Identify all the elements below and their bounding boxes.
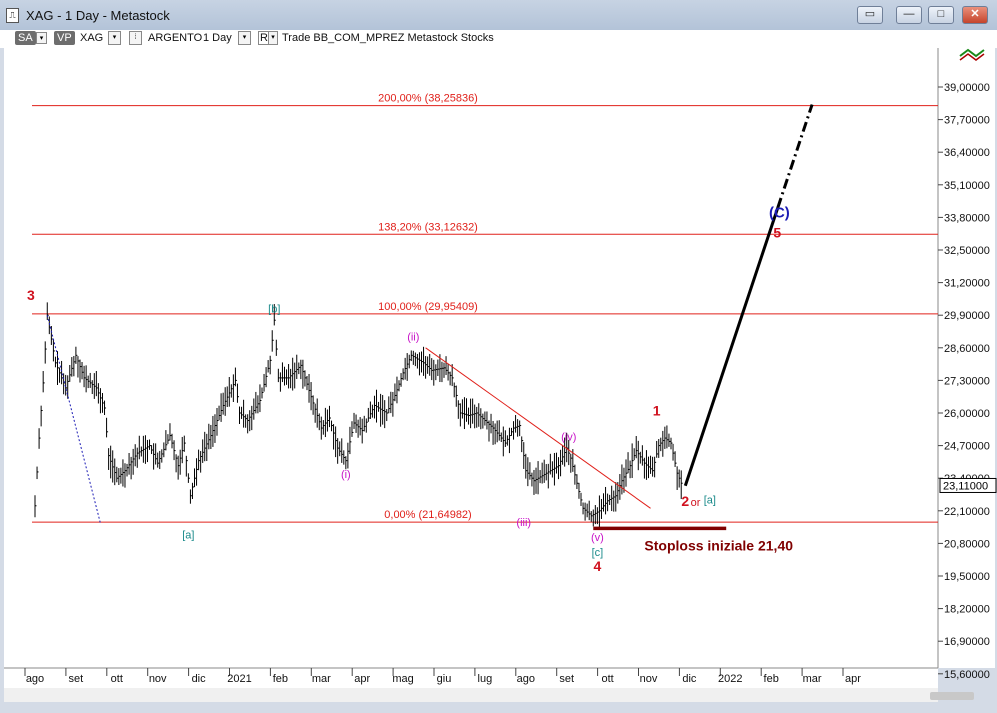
time-axis-panel [4, 668, 938, 688]
chart-svg[interactable]: 200,00% (38,25836) 138,20% (33,12632) 100,… [0, 48, 997, 708]
period-label: 1 Day [203, 32, 232, 44]
symbol-dropdown-icon[interactable]: ▾ [108, 31, 121, 45]
x-tick-label-6: feb [273, 673, 288, 685]
wave-label-3: (i) [341, 469, 351, 481]
y-tick-label-15: 19,50000 [944, 571, 990, 583]
wave-label-0: 3 [27, 287, 35, 303]
y-tick-label-18: 15,60000 [944, 669, 990, 681]
sa-dropdown-icon[interactable]: ▾ [36, 32, 47, 44]
x-tick-label-20: apr [845, 673, 861, 685]
close-icon[interactable]: ✕ [962, 6, 988, 24]
y-tick-label-17: 16,90000 [944, 636, 990, 648]
x-tick-label-5: 2021 [227, 673, 251, 685]
stoploss-label: Stoploss iniziale 21,40 [644, 537, 793, 553]
security-name: ARGENTO [148, 32, 203, 44]
minimize-icon[interactable]: — [896, 6, 922, 24]
maximize-icon[interactable]: □ [928, 6, 954, 24]
wave-label-7: (v) [591, 532, 604, 544]
toolbox-icon[interactable] [959, 48, 985, 61]
indicator-dropdown-icon[interactable]: ⁞ [129, 31, 142, 45]
last-price-box [939, 477, 997, 493]
title-bar: ⎍ XAG - 1 Day - Metastock ▭ — □ ✕ [0, 0, 997, 31]
y-tick-label-5: 32,50000 [944, 245, 990, 257]
fib-label-3: 0,00% (21,64982) [384, 509, 471, 521]
wave-label-9: 4 [593, 558, 601, 574]
chart-toolbar: SA ▾ VP XAG ▾ ⁞ ARGENTO 1 Day ▾ R ▾ Trad… [0, 30, 997, 48]
x-tick-label-19: mar [803, 673, 822, 685]
wave-label-12: or [691, 497, 701, 509]
x-tick-label-13: set [559, 673, 574, 685]
price-axis-panel [938, 48, 995, 668]
x-tick-label-15: nov [640, 673, 658, 685]
wave-label-1: [a] [182, 529, 194, 541]
wave-label-2: [b] [268, 304, 280, 316]
window-title: XAG - 1 Day - Metastock [26, 8, 170, 23]
last-price-label: 23,11000 [943, 480, 988, 492]
y-tick-label-13: 22,10000 [944, 506, 990, 518]
x-tick-label-4: dic [192, 673, 207, 685]
wave-label-6: (iv) [561, 432, 576, 444]
y-tick-label-0: 39,00000 [944, 82, 990, 94]
y-tick-label-10: 26,00000 [944, 408, 990, 420]
y-tick-label-9: 27,30000 [944, 375, 990, 387]
symbol-label: XAG [80, 32, 104, 44]
x-tick-label-12: ago [517, 673, 535, 685]
projection-dashed [776, 104, 814, 208]
x-tick-label-0: ago [26, 673, 44, 685]
chart-area[interactable]: 200,00% (38,25836) 138,20% (33,12632) 100,… [0, 48, 997, 708]
x-tick-label-9: mag [392, 673, 413, 685]
y-tick-label-3: 35,10000 [944, 180, 990, 192]
x-tick-label-1: set [69, 673, 84, 685]
wave-label-11: 2 [681, 493, 689, 509]
x-tick-label-7: mar [312, 673, 331, 685]
wave-label-14: (C) [769, 204, 790, 221]
restore-icon[interactable]: ▭ [857, 6, 883, 24]
wave-label-13: [a] [704, 494, 716, 506]
vp-button[interactable]: VP [54, 31, 75, 45]
r-dropdown-icon[interactable]: ▾ [268, 31, 278, 45]
x-tick-label-14: ott [601, 673, 613, 685]
app-icon: ⎍ [6, 8, 19, 23]
y-tick-label-11: 24,70000 [944, 441, 990, 453]
fib-label-2: 100,00% (29,95409) [378, 301, 478, 313]
x-tick-label-17: 2022 [718, 673, 742, 685]
wave-label-8: [c] [592, 547, 604, 559]
horizontal-scrollbar[interactable] [4, 688, 938, 702]
scrollbar-thumb[interactable] [930, 692, 974, 700]
x-tick-label-2: ott [111, 673, 123, 685]
x-tick-label-11: lug [478, 673, 493, 685]
x-tick-label-8: apr [354, 673, 370, 685]
plot-background [4, 48, 938, 668]
y-tick-label-8: 28,60000 [944, 343, 990, 355]
y-tick-label-6: 31,20000 [944, 278, 990, 290]
sa-button[interactable]: SA [15, 31, 36, 45]
x-tick-label-3: nov [149, 673, 167, 685]
wave-label-15: 5 [773, 224, 781, 240]
x-tick-label-18: feb [764, 673, 779, 685]
y-tick-label-4: 33,80000 [944, 212, 990, 224]
trendline-down [425, 347, 651, 509]
period-dropdown-icon[interactable]: ▾ [238, 31, 251, 45]
x-tick-label-10: giu [437, 673, 452, 685]
wave-label-10: 1 [653, 403, 661, 419]
wave-label-5: (iii) [516, 517, 531, 529]
y-tick-label-16: 18,20000 [944, 604, 990, 616]
chart-info: Trade BB_COM_MPREZ Metastock Stocks [282, 32, 494, 44]
y-tick-label-14: 20,80000 [944, 538, 990, 550]
y-tick-label-7: 29,90000 [944, 310, 990, 322]
fib-label-1: 138,20% (33,12632) [378, 221, 478, 233]
wave-label-4: (ii) [407, 331, 419, 343]
fib-label-0: 200,00% (38,25836) [378, 93, 478, 105]
y-tick-label-1: 37,70000 [944, 115, 990, 127]
x-tick-label-16: dic [682, 673, 697, 685]
projection-solid [683, 206, 780, 487]
y-tick-label-2: 36,40000 [944, 147, 990, 159]
